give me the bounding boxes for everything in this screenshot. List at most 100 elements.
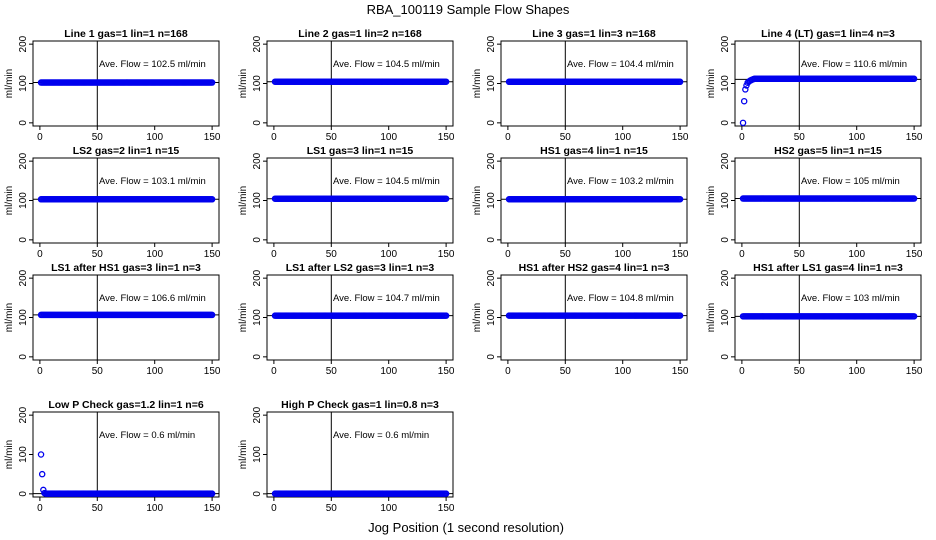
y-tick-label: 200 bbox=[18, 269, 29, 286]
figure-x-label: Jog Position (1 second resolution) bbox=[368, 520, 564, 535]
panel-6: LS1 gas=3 lin=1 n=15 0 50 100 150 0 100 200 ml/m… bbox=[238, 145, 455, 260]
y-tick-label: 0 bbox=[18, 120, 29, 126]
x-tick-label: 0 bbox=[505, 366, 511, 377]
panel-title: Low P Check gas=1.2 lin=1 n=6 bbox=[48, 399, 203, 411]
x-tick-label: 50 bbox=[794, 132, 806, 143]
data-point bbox=[442, 78, 450, 85]
panel-12: HS1 after LS1 gas=4 lin=1 n=3 0 50 100 150 0 1… bbox=[706, 262, 923, 377]
y-tick-label: 0 bbox=[252, 354, 263, 360]
x-tick-label: 150 bbox=[204, 132, 221, 143]
y-tick-label: 100 bbox=[486, 309, 497, 326]
data-series bbox=[271, 312, 450, 319]
y-tick-label: 200 bbox=[252, 406, 263, 423]
x-tick-label: 0 bbox=[271, 366, 277, 377]
x-tick-label: 150 bbox=[438, 249, 455, 260]
y-tick-label: 100 bbox=[720, 75, 731, 92]
y-axis-label: ml/min bbox=[472, 69, 483, 98]
x-tick-label: 150 bbox=[672, 132, 689, 143]
panel-8: HS2 gas=5 lin=1 n=15 0 50 100 150 0 100 200 ml/m… bbox=[706, 145, 923, 260]
x-tick-label: 150 bbox=[438, 366, 455, 377]
x-tick-label: 100 bbox=[146, 366, 163, 377]
y-tick-label: 0 bbox=[486, 237, 497, 243]
average-flow-annotation: Ave. Flow = 106.6 ml/min bbox=[99, 293, 206, 304]
y-tick-label: 0 bbox=[486, 120, 497, 126]
data-series bbox=[271, 195, 450, 202]
data-point bbox=[910, 313, 918, 320]
y-tick-label: 0 bbox=[252, 491, 263, 497]
y-axis-label: ml/min bbox=[472, 186, 483, 215]
y-tick-label: 200 bbox=[18, 406, 29, 423]
average-flow-annotation: Ave. Flow = 102.5 ml/min bbox=[99, 59, 206, 70]
y-tick-label: 0 bbox=[18, 237, 29, 243]
data-point bbox=[676, 312, 684, 319]
y-axis-label: ml/min bbox=[238, 69, 249, 98]
panel-title: HS1 after LS1 gas=4 lin=1 n=3 bbox=[753, 262, 903, 274]
y-tick-label: 200 bbox=[18, 35, 29, 52]
y-tick-label: 100 bbox=[486, 192, 497, 209]
y-tick-label: 0 bbox=[18, 354, 29, 360]
data-series bbox=[739, 75, 918, 127]
panel-title: HS1 after HS2 gas=4 lin=1 n=3 bbox=[519, 262, 670, 274]
x-tick-label: 100 bbox=[614, 366, 631, 377]
panel-title: LS1 gas=3 lin=1 n=15 bbox=[307, 145, 414, 157]
x-tick-label: 0 bbox=[37, 366, 43, 377]
x-tick-label: 150 bbox=[438, 503, 455, 514]
average-flow-annotation: Ave. Flow = 0.6 ml/min bbox=[333, 430, 429, 441]
data-point bbox=[208, 196, 216, 203]
data-point bbox=[37, 451, 45, 458]
panel-title: Line 1 gas=1 lin=1 n=168 bbox=[64, 28, 188, 40]
data-series bbox=[505, 312, 684, 319]
x-tick-label: 100 bbox=[380, 249, 397, 260]
y-axis-label: ml/min bbox=[706, 303, 717, 332]
panel-13: Low P Check gas=1.2 lin=1 n=6 0 50 100 150 0 1… bbox=[4, 399, 221, 514]
panel-7: HS1 gas=4 lin=1 n=15 0 50 100 150 0 100 200 ml/m… bbox=[472, 145, 689, 260]
y-tick-label: 100 bbox=[18, 75, 29, 92]
data-series bbox=[271, 490, 450, 497]
y-tick-label: 200 bbox=[720, 35, 731, 52]
average-flow-annotation: Ave. Flow = 110.6 ml/min bbox=[801, 59, 907, 70]
y-tick-label: 100 bbox=[18, 192, 29, 209]
x-tick-label: 100 bbox=[848, 366, 865, 377]
panel-title: Line 3 gas=1 lin=3 n=168 bbox=[532, 28, 656, 40]
x-tick-label: 0 bbox=[271, 503, 277, 514]
y-tick-label: 0 bbox=[18, 491, 29, 497]
data-point bbox=[910, 195, 918, 202]
y-tick-label: 100 bbox=[720, 192, 731, 209]
x-tick-label: 100 bbox=[848, 249, 865, 260]
x-tick-label: 100 bbox=[146, 249, 163, 260]
data-point bbox=[910, 75, 918, 83]
data-series bbox=[739, 313, 918, 320]
x-tick-label: 100 bbox=[380, 132, 397, 143]
data-series bbox=[271, 78, 450, 85]
y-tick-label: 0 bbox=[720, 237, 731, 243]
x-tick-label: 50 bbox=[794, 366, 806, 377]
x-tick-label: 50 bbox=[92, 132, 104, 143]
x-tick-label: 150 bbox=[204, 366, 221, 377]
average-flow-annotation: Ave. Flow = 103.1 ml/min bbox=[99, 176, 206, 187]
x-tick-label: 50 bbox=[92, 503, 104, 514]
average-flow-annotation: Ave. Flow = 104.5 ml/min bbox=[333, 59, 440, 70]
y-axis-label: ml/min bbox=[706, 69, 717, 98]
y-axis-label: ml/min bbox=[238, 440, 249, 469]
average-flow-annotation: Ave. Flow = 103 ml/min bbox=[801, 293, 900, 304]
x-tick-label: 0 bbox=[37, 503, 43, 514]
data-series bbox=[37, 451, 216, 497]
panel-title: HS1 gas=4 lin=1 n=15 bbox=[540, 145, 648, 157]
x-tick-label: 100 bbox=[614, 249, 631, 260]
data-series bbox=[37, 196, 216, 203]
y-axis-label: ml/min bbox=[4, 440, 15, 469]
x-tick-label: 0 bbox=[739, 132, 745, 143]
panel-11: HS1 after HS2 gas=4 lin=1 n=3 0 50 100 150 0 1… bbox=[472, 262, 689, 377]
x-tick-label: 50 bbox=[326, 503, 338, 514]
x-tick-label: 50 bbox=[92, 366, 104, 377]
average-flow-annotation: Ave. Flow = 103.2 ml/min bbox=[567, 176, 674, 187]
x-tick-label: 100 bbox=[146, 503, 163, 514]
y-tick-label: 200 bbox=[486, 35, 497, 52]
x-tick-label: 100 bbox=[614, 132, 631, 143]
data-point bbox=[208, 490, 216, 497]
average-flow-annotation: Ave. Flow = 104.4 ml/min bbox=[567, 59, 674, 70]
data-point bbox=[676, 78, 684, 86]
panel-title: Line 4 (LT) gas=1 lin=4 n=3 bbox=[761, 28, 895, 40]
y-axis-label: ml/min bbox=[238, 303, 249, 332]
y-tick-label: 0 bbox=[486, 354, 497, 360]
